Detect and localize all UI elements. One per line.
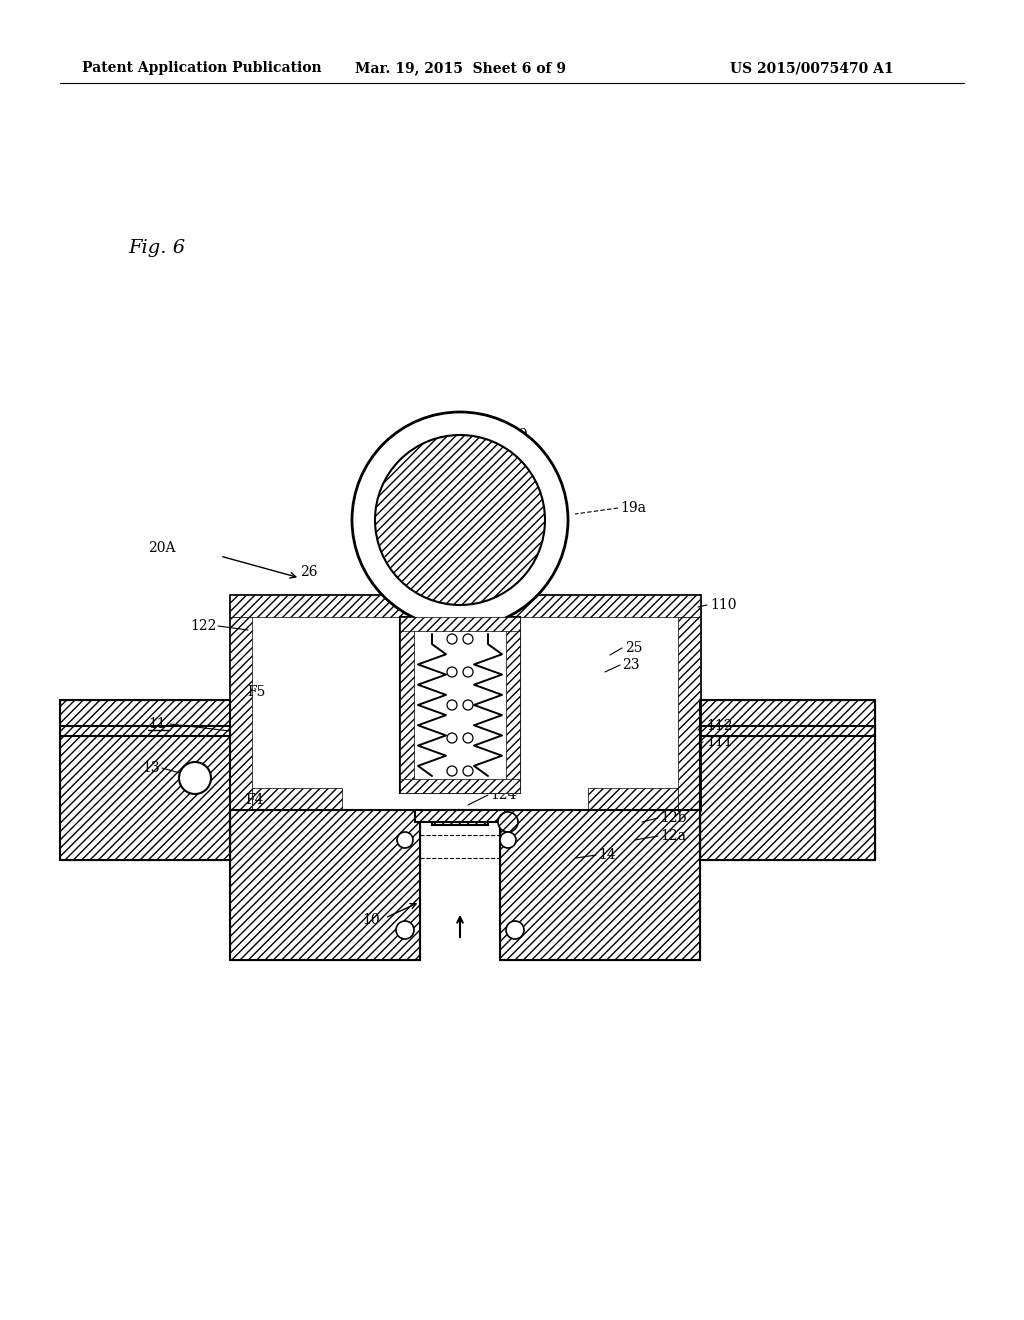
Circle shape bbox=[463, 700, 473, 710]
Circle shape bbox=[506, 921, 524, 939]
Text: Mar. 19, 2015  Sheet 6 of 9: Mar. 19, 2015 Sheet 6 of 9 bbox=[355, 61, 566, 75]
Polygon shape bbox=[230, 810, 420, 960]
Polygon shape bbox=[230, 595, 700, 616]
Circle shape bbox=[375, 436, 545, 605]
Text: 14: 14 bbox=[598, 847, 615, 862]
Polygon shape bbox=[400, 616, 520, 631]
Polygon shape bbox=[400, 779, 520, 793]
Circle shape bbox=[352, 412, 568, 628]
Circle shape bbox=[396, 921, 414, 939]
Text: 112: 112 bbox=[706, 719, 732, 733]
Text: 20A: 20A bbox=[148, 541, 175, 554]
Polygon shape bbox=[230, 595, 700, 810]
Text: Fig. 6: Fig. 6 bbox=[128, 239, 185, 257]
Polygon shape bbox=[700, 700, 874, 861]
Polygon shape bbox=[500, 810, 700, 960]
Circle shape bbox=[498, 812, 518, 832]
Polygon shape bbox=[433, 595, 487, 620]
Polygon shape bbox=[400, 616, 520, 793]
Text: 23: 23 bbox=[622, 657, 640, 672]
Text: 19a: 19a bbox=[620, 502, 646, 515]
Polygon shape bbox=[415, 810, 505, 822]
Circle shape bbox=[463, 667, 473, 677]
Circle shape bbox=[447, 733, 457, 743]
Text: 12b: 12b bbox=[660, 810, 686, 825]
Polygon shape bbox=[60, 700, 230, 861]
Polygon shape bbox=[506, 616, 520, 793]
Text: 110: 110 bbox=[710, 598, 736, 612]
Circle shape bbox=[447, 634, 457, 644]
Circle shape bbox=[397, 832, 413, 847]
Text: 19: 19 bbox=[510, 428, 527, 442]
Text: F4: F4 bbox=[245, 793, 263, 807]
Text: 26: 26 bbox=[300, 565, 317, 579]
Text: 25: 25 bbox=[625, 642, 642, 655]
Text: 124: 124 bbox=[490, 788, 516, 803]
Text: 12a: 12a bbox=[660, 829, 686, 843]
Circle shape bbox=[447, 700, 457, 710]
Polygon shape bbox=[432, 810, 488, 825]
Polygon shape bbox=[252, 788, 342, 810]
Circle shape bbox=[463, 634, 473, 644]
Circle shape bbox=[500, 832, 516, 847]
Text: Patent Application Publication: Patent Application Publication bbox=[82, 61, 322, 75]
Text: US 2015/0075470 A1: US 2015/0075470 A1 bbox=[730, 61, 894, 75]
Text: 122: 122 bbox=[190, 619, 216, 634]
Circle shape bbox=[447, 766, 457, 776]
Text: 111: 111 bbox=[706, 735, 732, 748]
Text: 13: 13 bbox=[142, 762, 160, 775]
Polygon shape bbox=[678, 616, 700, 810]
Circle shape bbox=[447, 667, 457, 677]
Circle shape bbox=[463, 733, 473, 743]
Text: 11: 11 bbox=[148, 717, 166, 731]
Polygon shape bbox=[230, 616, 252, 810]
Polygon shape bbox=[400, 616, 414, 793]
Circle shape bbox=[179, 762, 211, 795]
Text: F5: F5 bbox=[247, 685, 265, 700]
Text: 10: 10 bbox=[362, 913, 380, 927]
Circle shape bbox=[463, 766, 473, 776]
Polygon shape bbox=[588, 788, 678, 810]
